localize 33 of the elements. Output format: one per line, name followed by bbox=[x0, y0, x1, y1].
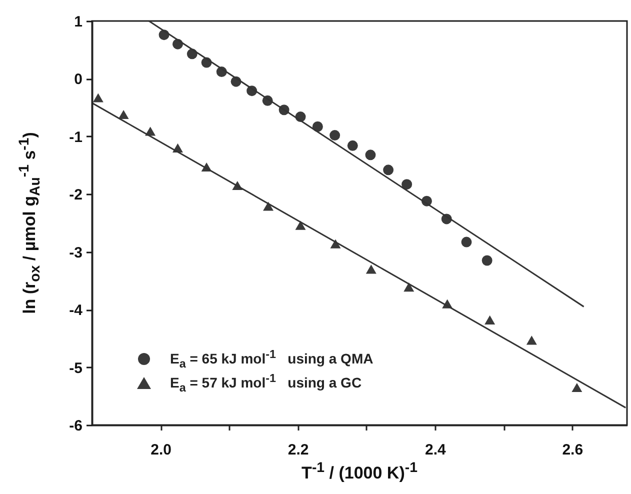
x-tick-label: 2.2 bbox=[288, 442, 309, 458]
legend-label: E$_{a}$ = 57 kJ mol$^{-1}$ using a GC bbox=[170, 372, 362, 394]
point bbox=[92, 93, 104, 102]
legend-label: E$_{a}$ = 65 kJ mol$^{-1}$ using a QMA bbox=[170, 348, 374, 370]
point bbox=[482, 255, 492, 266]
point bbox=[526, 336, 537, 345]
x-axis-title: T$^{-1}$ / (1000 K)$^{-1}$ bbox=[302, 460, 418, 484]
point bbox=[330, 130, 340, 141]
point bbox=[366, 264, 376, 274]
y-tick-label: -5 bbox=[69, 360, 82, 377]
point bbox=[365, 150, 376, 160]
point bbox=[330, 239, 341, 248]
y-tick-label: -2 bbox=[69, 186, 82, 204]
y-tick-label: -1 bbox=[69, 128, 82, 146]
y-tick-label: 0 bbox=[74, 71, 82, 88]
point bbox=[295, 220, 306, 230]
point bbox=[572, 382, 582, 392]
x-tick-label: 2.0 bbox=[150, 442, 172, 458]
point bbox=[404, 282, 414, 292]
point bbox=[118, 110, 129, 120]
point bbox=[383, 164, 394, 176]
point bbox=[145, 126, 156, 136]
point bbox=[484, 315, 496, 324]
y-tick-label: -6 bbox=[69, 418, 82, 434]
y-tick-label: -4 bbox=[69, 302, 84, 320]
x-tick-label: 2.6 bbox=[562, 442, 584, 458]
y-tick-label: 1 bbox=[74, 14, 82, 30]
x-tick-label: 2.4 bbox=[425, 442, 447, 458]
point bbox=[402, 179, 412, 190]
point bbox=[461, 236, 472, 248]
point bbox=[347, 140, 358, 151]
y-tick-label: -3 bbox=[69, 244, 82, 262]
point bbox=[263, 202, 274, 211]
